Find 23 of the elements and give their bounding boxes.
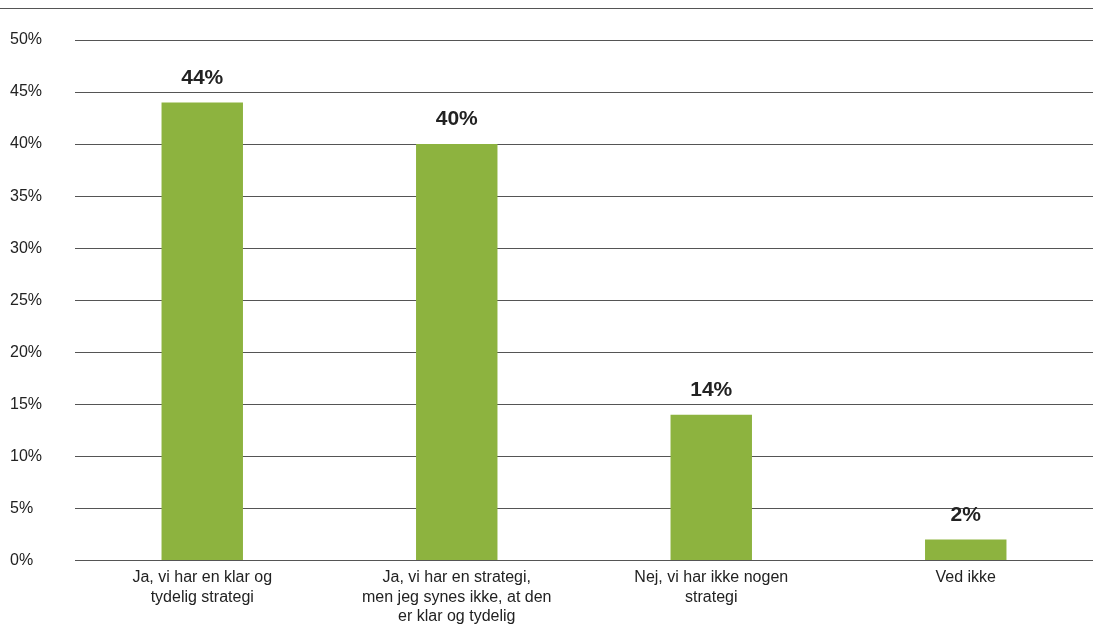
- y-tick-label: 40%: [10, 134, 43, 152]
- y-tick-label: 10%: [10, 446, 43, 464]
- bar: [670, 414, 752, 560]
- data-label: 2%: [950, 501, 982, 525]
- y-tick-label: 35%: [10, 186, 43, 204]
- x-tick-label: Ja, vi har en klar og tydelig strategi: [132, 568, 273, 605]
- x-tick-label: Ved ikke: [935, 568, 997, 586]
- data-label: 44%: [181, 64, 224, 88]
- y-tick-label: 5%: [10, 498, 34, 516]
- y-tick-label: 0%: [10, 550, 34, 568]
- y-tick-label: 15%: [10, 394, 43, 412]
- x-tick-label: Nej, vi har ikke nogen strategi: [634, 568, 789, 605]
- y-tick-label: 30%: [10, 238, 43, 256]
- data-label: 14%: [690, 376, 733, 400]
- bar: [925, 539, 1007, 560]
- bar: [161, 102, 243, 560]
- y-tick-label: 20%: [10, 342, 43, 360]
- bar: [416, 144, 498, 560]
- y-tick-label: 25%: [10, 290, 43, 308]
- y-tick-label: 50%: [10, 30, 43, 48]
- data-label: 40%: [435, 106, 479, 130]
- x-tick-label: Ja, vi har en strategi, men jeg synes ikke, at den er klar og tydelig: [362, 568, 552, 624]
- y-tick-label: 45%: [10, 82, 43, 100]
